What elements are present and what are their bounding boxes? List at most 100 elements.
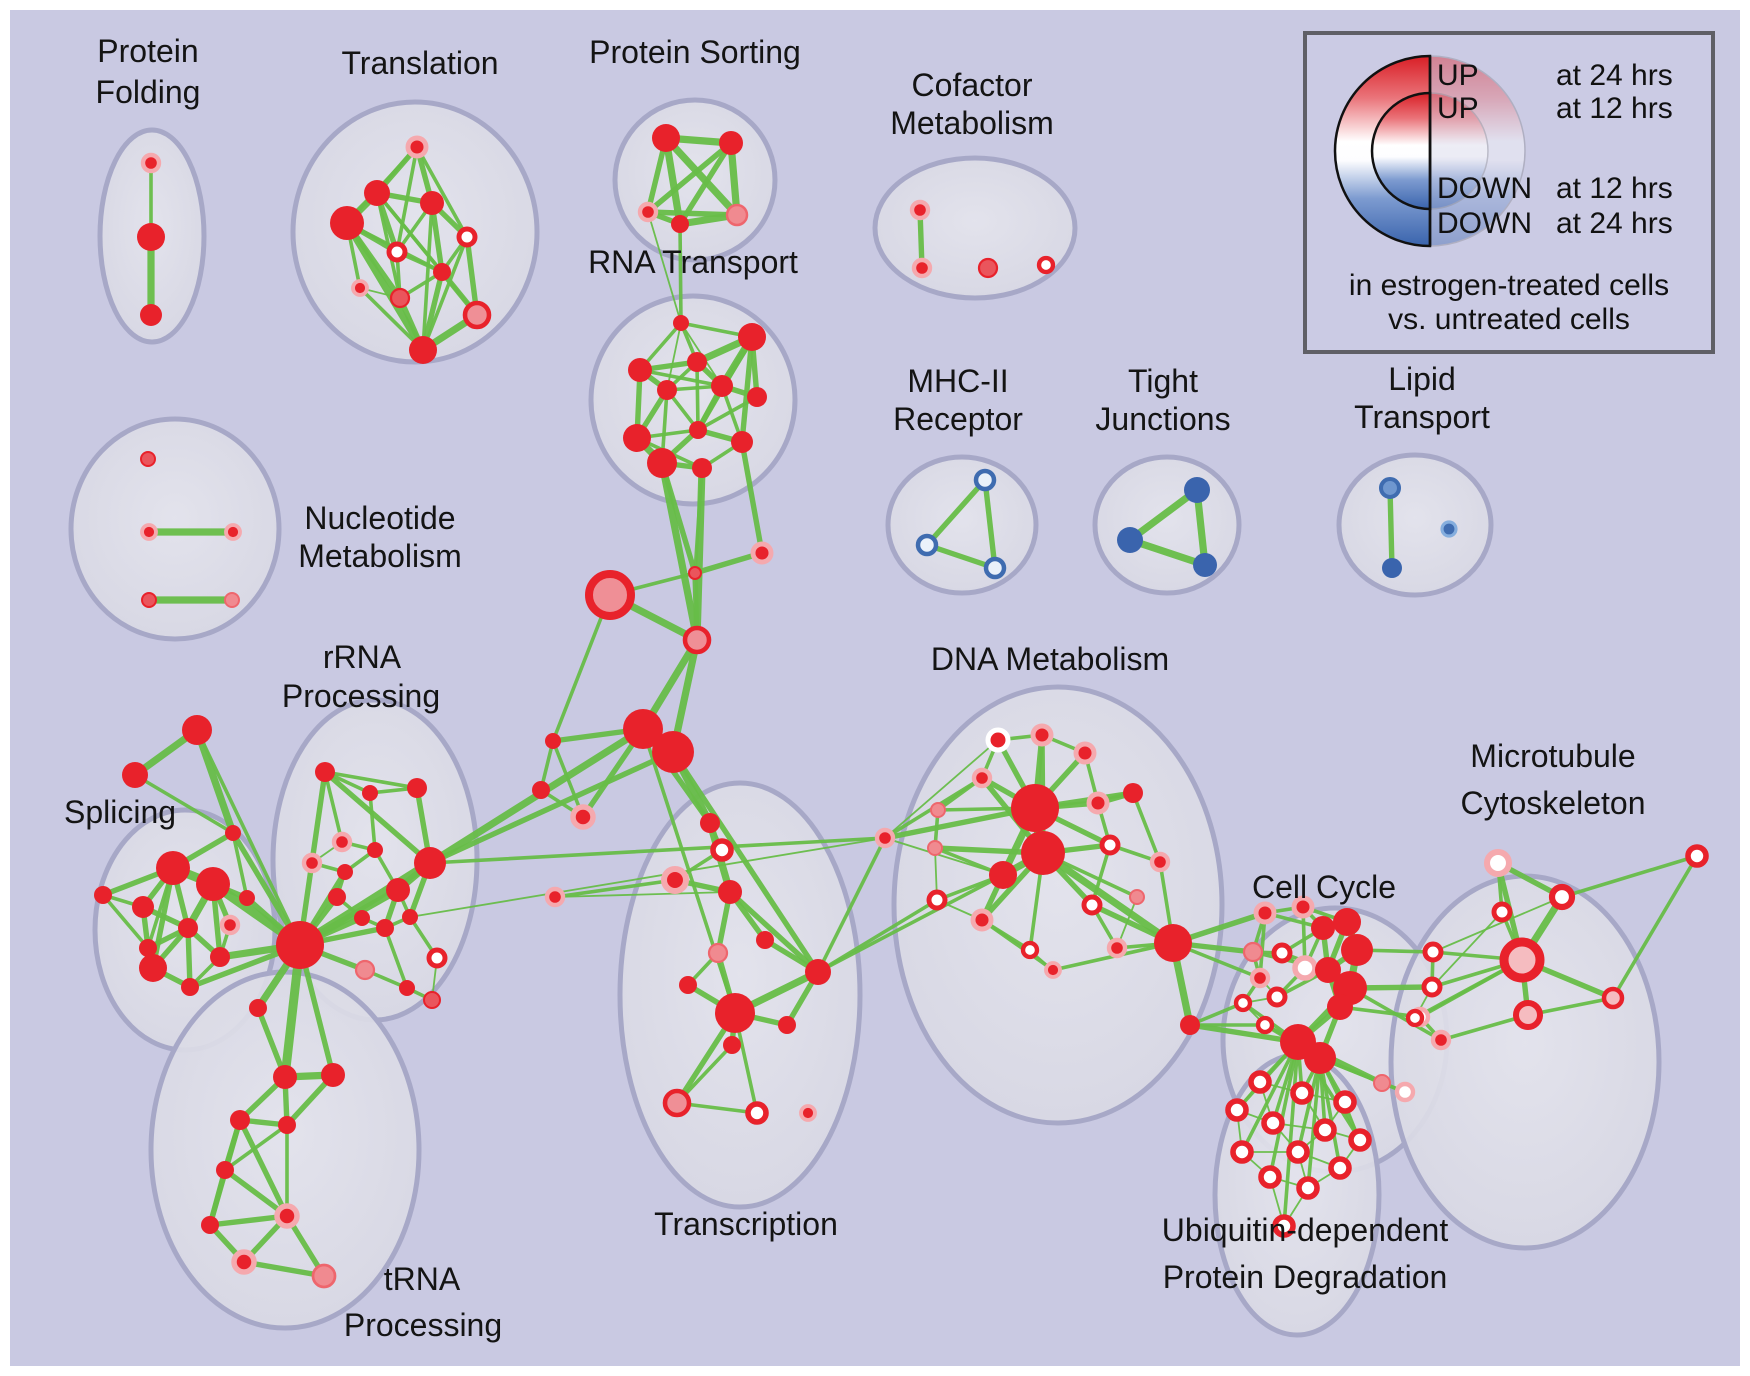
node-pinkcore2 — [682, 625, 712, 655]
node-solid — [376, 919, 394, 937]
legend-direction-label: DOWN — [1437, 172, 1532, 205]
node-whitecore — [1099, 834, 1121, 856]
node-solid — [778, 1016, 796, 1034]
node-pinkring_white — [1483, 848, 1513, 878]
node-whitecore — [1233, 993, 1253, 1013]
node-solid — [671, 215, 689, 233]
cluster-label-cofactor-metabolism: Cofactor — [912, 67, 1033, 103]
node-whitecore — [1286, 1140, 1310, 1164]
edge — [645, 140, 734, 215]
node-solid — [249, 999, 267, 1017]
node-whitecore — [1348, 1128, 1372, 1152]
node-solid — [137, 223, 165, 251]
node-whitecore — [1313, 1118, 1337, 1142]
node-solid — [367, 842, 383, 858]
node-whitecore — [1271, 942, 1293, 964]
node-solid — [399, 980, 415, 996]
cluster-label-cell-cycle: Cell Cycle — [1252, 869, 1396, 905]
edge — [193, 726, 237, 837]
edge — [658, 459, 701, 644]
node-solid — [989, 861, 1017, 889]
node-pinksolid — [707, 942, 729, 964]
node-whitecore — [1421, 976, 1443, 998]
cluster-label-protein-folding: Folding — [96, 74, 201, 110]
cluster-label-ubiquitin-degradation: Ubiquitin-dependent — [1162, 1212, 1449, 1248]
edge — [666, 322, 682, 391]
cluster-label-lipid-transport: Lipid — [1388, 361, 1456, 397]
node-lightring — [874, 827, 896, 849]
edge — [554, 891, 731, 898]
node-lightring — [1030, 723, 1054, 747]
node-pinkring_white — [1292, 955, 1318, 981]
cluster-label-mhc-ii-receptor: MHC-II — [907, 363, 1008, 399]
node-solid — [216, 1161, 234, 1179]
node-lightring — [637, 201, 659, 223]
edge — [924, 542, 998, 571]
node-solid — [140, 304, 162, 326]
node-lightring — [544, 886, 566, 908]
edge — [1039, 849, 1177, 947]
node-whitecore — [1230, 1140, 1254, 1164]
edge — [222, 1167, 290, 1219]
node-bluering — [983, 556, 1007, 580]
edge — [553, 878, 677, 899]
node-lightring — [351, 279, 369, 297]
node-solid — [139, 954, 167, 982]
edge — [343, 219, 427, 354]
edge — [696, 395, 759, 432]
node-lightring — [1044, 961, 1062, 979]
cluster-trna-processing — [148, 969, 422, 1331]
edge — [727, 139, 741, 219]
node-whitecore — [456, 226, 478, 248]
node-whitecore — [1405, 1008, 1425, 1028]
node-solid — [210, 947, 230, 967]
edge — [662, 134, 741, 219]
node-whitecore — [1491, 901, 1513, 923]
node-lightring — [331, 831, 353, 853]
node-solid — [1341, 934, 1373, 966]
node-lightring — [140, 152, 162, 174]
node-solid — [328, 888, 346, 906]
edge — [677, 140, 734, 227]
edge — [695, 360, 700, 432]
edge — [421, 201, 434, 352]
node-midsolid — [688, 566, 702, 580]
node-solid — [315, 762, 335, 782]
edge — [551, 593, 612, 743]
node-solid — [700, 813, 720, 833]
edge — [1306, 1056, 1322, 1190]
node-lightring — [799, 1104, 817, 1122]
node-pinksolid — [224, 592, 240, 608]
edge — [322, 769, 433, 866]
legend-direction-label: DOWN — [1437, 207, 1532, 240]
node-solid — [738, 323, 766, 351]
node-solid — [532, 781, 550, 799]
node-solid — [402, 909, 418, 925]
node-whitecore — [1255, 1015, 1275, 1035]
node-solid — [225, 825, 241, 841]
node-solid — [122, 762, 148, 788]
node-lightring — [1106, 937, 1128, 959]
node-solid — [1011, 784, 1059, 832]
edge — [678, 222, 683, 325]
node-lightring — [1086, 791, 1110, 815]
node-solid — [756, 931, 774, 949]
edge — [207, 1167, 228, 1228]
cluster-label-lipid-transport: Transport — [1354, 399, 1490, 435]
edge — [1318, 1056, 1342, 1170]
node-solid — [230, 1110, 250, 1130]
node-lightring — [301, 852, 323, 874]
node-solid — [719, 131, 743, 155]
cluster-label-rna-transport: RNA Transport — [588, 244, 798, 280]
edge — [1611, 854, 1699, 1000]
node-pinksolid — [927, 840, 943, 856]
node-solid — [687, 352, 707, 372]
node-whitecore — [1328, 1156, 1352, 1180]
node-solid — [276, 921, 324, 969]
legend-time-label: at 12 hrs — [1556, 172, 1673, 205]
edge — [1268, 1040, 1300, 1179]
edge — [223, 1123, 289, 1172]
node-solid — [407, 778, 427, 798]
node-whitecore — [1333, 1090, 1357, 1114]
node-solid — [679, 976, 697, 994]
